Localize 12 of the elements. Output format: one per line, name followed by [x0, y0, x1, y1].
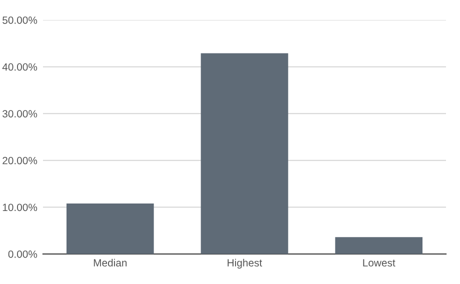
bar [335, 237, 422, 254]
y-tick-label: 50.00% [2, 16, 38, 24]
y-tick-label: 0.00% [8, 250, 38, 258]
bar [66, 203, 154, 254]
y-tick-label: 40.00% [2, 63, 38, 71]
y-tick-label: 10.00% [2, 204, 38, 212]
y-tick-label: 30.00% [2, 110, 38, 118]
bar [200, 53, 288, 254]
x-tick-label: Highest [228, 258, 262, 269]
y-tick-label: 20.00% [2, 156, 38, 164]
x-tick-label: Median [94, 258, 127, 267]
x-tick-label: Lowest [363, 259, 396, 267]
